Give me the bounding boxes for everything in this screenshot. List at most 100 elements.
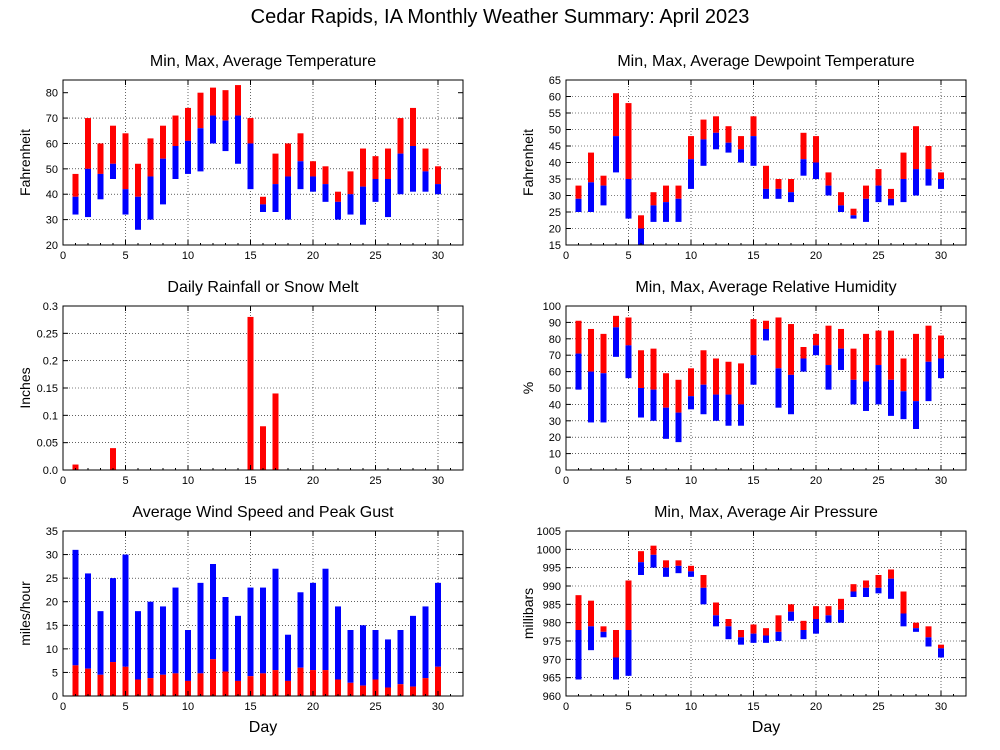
bar-upper xyxy=(663,373,669,408)
y-tick-label: 70 xyxy=(549,350,561,362)
bar-upper xyxy=(613,93,619,137)
bar-lower xyxy=(738,637,744,645)
bar-peak-gust xyxy=(335,606,341,680)
bar-lower xyxy=(613,657,619,680)
chart-wind: 0 5 10 15 20 25 30 35 0 5 10 15 20 25 30 Average Wind S… xyxy=(17,504,464,736)
bar-peak-gust xyxy=(435,582,441,667)
y-tick-label: 10 xyxy=(46,644,58,656)
x-tick-label: 10 xyxy=(182,250,194,262)
bar-lower xyxy=(713,394,719,421)
bar-upper xyxy=(385,148,391,179)
bar-lower xyxy=(750,136,757,166)
bar-lower xyxy=(875,365,882,405)
bar-lower xyxy=(625,630,632,676)
bar-lower xyxy=(222,120,229,152)
bar-lower xyxy=(838,348,844,370)
bar-lower xyxy=(913,628,919,632)
y-tick-label: 40 xyxy=(549,399,561,411)
y-tick-label: 50 xyxy=(549,125,561,137)
bar-upper xyxy=(147,138,154,177)
bar-upper xyxy=(725,619,732,627)
y-tick-label: 90 xyxy=(549,317,561,329)
chart-title: Min, Max, Average Relative Humidity xyxy=(635,279,896,296)
bar-lower xyxy=(272,184,279,212)
chart-rain: 0.0 0.05 0.1 0.15 0.2 0.25 0.3 0 5 10 15 20 25 30 Dail… xyxy=(17,279,464,487)
bar-peak-gust xyxy=(147,601,154,679)
bar-lower xyxy=(172,146,179,179)
bar-upper xyxy=(738,630,744,638)
x-tick-label: 15 xyxy=(244,701,256,713)
bar-upper xyxy=(700,575,707,588)
bar-lower xyxy=(775,368,782,408)
bar-lower xyxy=(700,139,707,166)
bar-peak-gust xyxy=(422,606,429,679)
bar-avg-speed xyxy=(322,670,329,696)
y-tick-label: 80 xyxy=(46,88,58,100)
bar-upper xyxy=(122,133,129,190)
x-tick-label: 15 xyxy=(747,250,759,262)
bar-upper xyxy=(875,169,882,186)
x-tick-label: 15 xyxy=(244,475,256,487)
y-tick-label: 65 xyxy=(549,75,561,87)
bar-upper xyxy=(575,595,582,630)
y-axis-label: miles/hour xyxy=(17,581,33,646)
x-tick-label: 5 xyxy=(122,250,128,262)
bar-peak-gust xyxy=(360,625,366,686)
bar-upper xyxy=(900,358,907,392)
bar-avg-speed xyxy=(185,680,191,696)
bar-upper xyxy=(825,172,832,186)
bar-lower xyxy=(650,554,657,568)
x-axis-label: Day xyxy=(249,719,277,736)
bar-avg-speed xyxy=(410,686,416,696)
y-tick-label: 0.2 xyxy=(43,356,58,368)
bar-avg-speed xyxy=(385,687,391,696)
bar-lower xyxy=(813,345,819,356)
bar-peak-gust xyxy=(310,582,316,671)
bar-rainfall xyxy=(272,393,279,470)
page-title: Cedar Rapids, IA Monthly Weather Summary… xyxy=(250,6,750,28)
y-tick-label: 10 xyxy=(549,449,561,461)
x-tick-label: 5 xyxy=(625,701,631,713)
bar-avg-speed xyxy=(422,678,429,696)
bar-lower xyxy=(600,185,607,206)
bar-peak-gust xyxy=(135,611,141,680)
bar-lower xyxy=(397,153,404,195)
bar-rainfall xyxy=(110,448,116,470)
bar-lower xyxy=(725,142,732,153)
chart-rh: 0 10 20 30 40 50 60 70 80 90 100 0 5 10 15 20 25 30 Min, M… xyxy=(520,279,967,487)
bar-avg-speed xyxy=(235,680,241,696)
x-tick-label: 5 xyxy=(122,701,128,713)
bar-avg-speed xyxy=(347,682,354,696)
bar-avg-speed xyxy=(72,665,79,696)
bar-upper xyxy=(900,152,907,179)
bar-upper xyxy=(938,644,944,649)
bar-lower xyxy=(863,587,869,597)
bar-upper xyxy=(600,333,607,374)
bar-lower xyxy=(738,404,744,426)
bar-upper xyxy=(625,317,632,346)
bar-upper xyxy=(675,185,682,199)
x-tick-label: 30 xyxy=(432,250,444,262)
y-tick-label: 0 xyxy=(555,465,561,477)
bar-upper xyxy=(813,606,819,619)
y-tick-label: 5 xyxy=(52,667,58,679)
y-tick-label: 20 xyxy=(549,432,561,444)
bar-lower xyxy=(297,161,304,190)
bar-avg-speed xyxy=(210,659,216,696)
bar-lower xyxy=(72,196,79,215)
chart-title: Min, Max, Average Temperature xyxy=(150,53,376,70)
bar-upper xyxy=(372,156,379,179)
bar-lower xyxy=(938,179,944,189)
bar-lower xyxy=(663,202,669,222)
bar-avg-speed xyxy=(85,668,91,696)
bar-upper xyxy=(813,333,819,346)
bar-lower xyxy=(813,162,819,179)
bar-lower xyxy=(613,136,619,173)
bar-lower xyxy=(838,609,844,623)
x-tick-label: 0 xyxy=(60,250,66,262)
bar-lower xyxy=(600,631,607,638)
bar-lower xyxy=(888,198,894,206)
bar-lower xyxy=(588,371,594,423)
bar-upper xyxy=(638,551,644,563)
bar-lower xyxy=(700,587,707,605)
